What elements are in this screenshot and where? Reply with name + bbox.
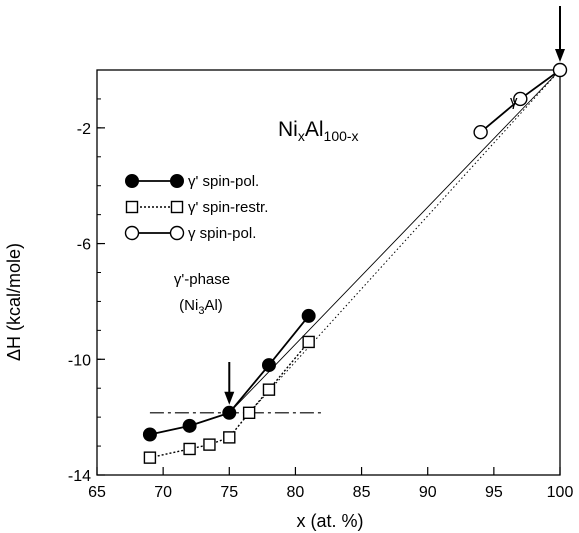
legend-label: γ' spin-restr. (188, 199, 268, 216)
series-2 (143, 335, 315, 464)
tick-labels: 65 70 75 80 85 90 95 100 -14 -10 -6 -2 (68, 121, 574, 501)
series-group (142, 62, 568, 464)
legend-entry: γ' spin-pol. (125, 173, 259, 190)
formula-sub-2: 100-x (324, 128, 359, 144)
arrow-head (555, 49, 565, 62)
legend-marker (169, 225, 185, 241)
x-axis-title: x (at. %) (296, 511, 363, 531)
y-tick-label: -2 (77, 121, 91, 138)
data-point (143, 451, 157, 464)
phase-label-close: Al) (204, 297, 222, 314)
x-tick-label: 65 (88, 484, 106, 501)
data-point (261, 358, 276, 373)
data-point (203, 438, 216, 451)
formula-sub-1: x (298, 128, 305, 144)
phase-label-open: (Ni (179, 297, 198, 314)
x-tick-label: 100 (547, 484, 574, 501)
series-3 (473, 62, 568, 140)
arrow-head (224, 391, 235, 405)
reference-line-dotted (248, 69, 561, 414)
formula-base-2: Al (305, 118, 324, 141)
legend-marker (170, 200, 184, 214)
formula-base-1: Ni (278, 118, 298, 141)
legend-marker (125, 174, 139, 188)
legend-marker (125, 200, 139, 214)
data-point (242, 406, 256, 420)
y-tick-label: -10 (68, 352, 91, 369)
legend-label: γ spin-pol. (188, 225, 256, 242)
data-point (222, 405, 237, 420)
x-tick-label: 85 (353, 484, 371, 501)
y-tick-label: -14 (68, 468, 91, 485)
x-tick-label: 70 (154, 484, 172, 501)
x-tick-label: 80 (287, 484, 305, 501)
phase-label-line1: γ'-phase (174, 271, 230, 288)
legend-marker (170, 174, 184, 188)
reference-line-solid-thin (228, 69, 561, 414)
phase-label-sub: 3 (198, 305, 204, 317)
x-tick-label: 90 (419, 484, 437, 501)
legend-entry: γ spin-pol. (124, 225, 256, 242)
data-point (301, 308, 316, 323)
data-point (302, 335, 315, 349)
gamma-label: γ (510, 93, 518, 110)
data-point (183, 442, 196, 456)
formula-label: NixAl100-x (278, 118, 359, 144)
phase-label-line2: (Ni3Al) (179, 297, 223, 317)
series-1 (142, 308, 316, 442)
x-tick-label: 95 (485, 484, 503, 501)
y-axis-title: ΔH (kcal/mole) (4, 243, 24, 361)
phase-arrow (224, 362, 235, 405)
data-point (223, 431, 236, 444)
data-point (552, 62, 568, 78)
top-arrow (555, 6, 565, 62)
y-tick-label: -6 (77, 237, 91, 254)
data-point (473, 124, 488, 140)
data-point (262, 383, 276, 396)
data-point (142, 427, 157, 442)
legend-entry: γ' spin-restr. (125, 199, 268, 216)
data-point (182, 418, 197, 433)
legend-marker (124, 225, 140, 241)
axes (96, 69, 561, 476)
data-point (513, 91, 528, 107)
arrows (224, 6, 565, 405)
legend-label: γ' spin-pol. (188, 173, 259, 190)
legend: γ' spin-pol. γ' spin-restr. γ spin-pol. (124, 173, 268, 242)
x-tick-label: 75 (220, 484, 238, 501)
